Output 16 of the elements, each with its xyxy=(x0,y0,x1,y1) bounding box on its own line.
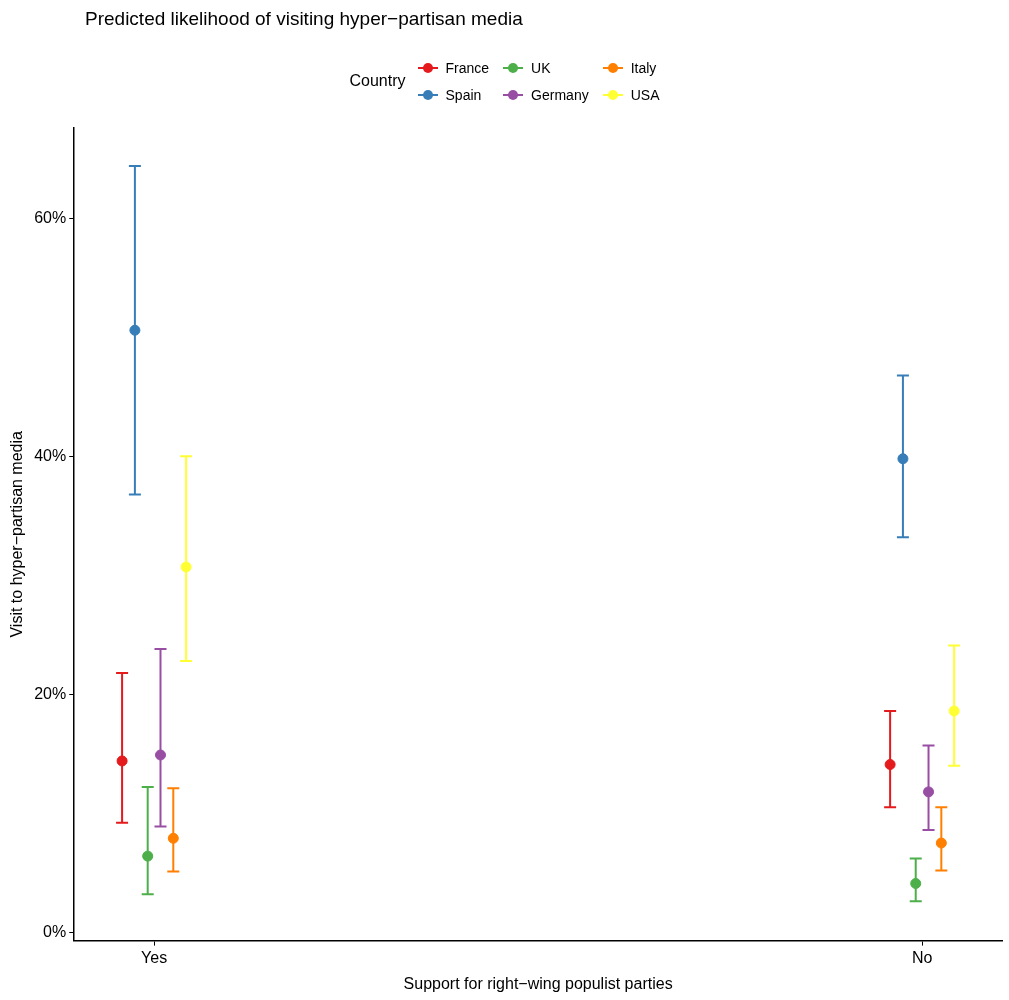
x-tick-label: No xyxy=(911,948,933,966)
y-tick-label: 60% xyxy=(34,208,67,226)
legend-label: UK xyxy=(531,59,551,76)
y-axis-title: Visit to hyper−partisan media xyxy=(8,430,26,638)
x-axis-title: Support for right−wing populist parties xyxy=(403,974,673,992)
legend-title: Country xyxy=(349,72,406,90)
y-tick-label: 0% xyxy=(43,922,67,940)
chart-title: Predicted likelihood of visiting hyper−partisan media xyxy=(85,8,523,30)
legend-label: France xyxy=(445,59,490,76)
y-tick-label: 40% xyxy=(34,446,67,464)
legend-label: Germany xyxy=(531,86,589,103)
x-tick-label: Yes xyxy=(141,948,168,966)
legend-label: Italy xyxy=(630,59,657,76)
legend-label: Spain xyxy=(445,86,482,103)
legend-label: USA xyxy=(630,86,660,103)
y-tick-label: 20% xyxy=(34,684,67,702)
